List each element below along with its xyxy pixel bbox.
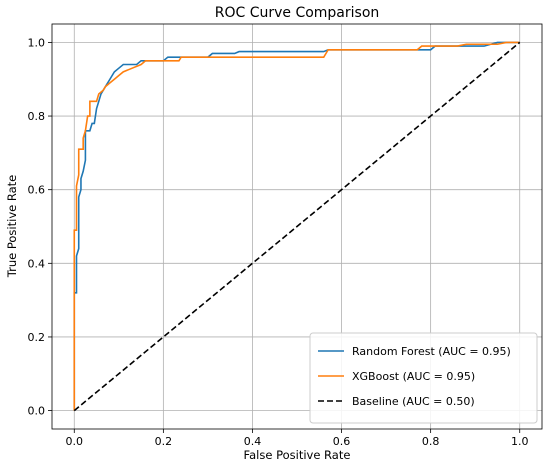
legend-box xyxy=(309,332,538,424)
x-axis-label: False Positive Rate xyxy=(244,448,351,462)
y-tick-label: 0.4 xyxy=(28,257,46,270)
y-tick-label: 0.8 xyxy=(28,110,46,123)
legend: Random Forest (AUC = 0.95) XGBoost (AUC =… xyxy=(309,332,538,424)
legend-label: Baseline (AUC = 0.50) xyxy=(352,395,475,408)
series-line xyxy=(73,41,520,411)
axis-ticks: 0.0 0.2 0.4 0.6 0.8 1.0 0.0 0.2 0.4 0.6 0.8 1.0 xyxy=(28,36,529,448)
series-line xyxy=(73,41,520,411)
series-line xyxy=(73,41,521,412)
y-tick-label: 0.0 xyxy=(28,405,46,418)
y-tick-label: 0.6 xyxy=(28,184,46,197)
x-tick-label: 0.2 xyxy=(155,435,173,448)
y-axis-label: True Positive Rate xyxy=(5,175,19,278)
x-tick-label: 0.6 xyxy=(333,435,351,448)
x-tick-label: 0.4 xyxy=(244,435,262,448)
y-tick-label: 0.2 xyxy=(28,331,46,344)
x-tick-label: 0.0 xyxy=(66,435,84,448)
x-tick-label: 1.0 xyxy=(511,435,529,448)
y-tick-label: 1.0 xyxy=(28,36,46,49)
plot-frame xyxy=(51,23,543,430)
legend-label: Random Forest (AUC = 0.95) xyxy=(352,345,511,358)
series-lines xyxy=(73,41,521,412)
x-tick-label: 0.8 xyxy=(422,435,440,448)
chart-title: ROC Curve Comparison xyxy=(215,5,380,21)
legend-label: XGBoost (AUC = 0.95) xyxy=(352,370,475,383)
grid-lines xyxy=(52,24,542,429)
